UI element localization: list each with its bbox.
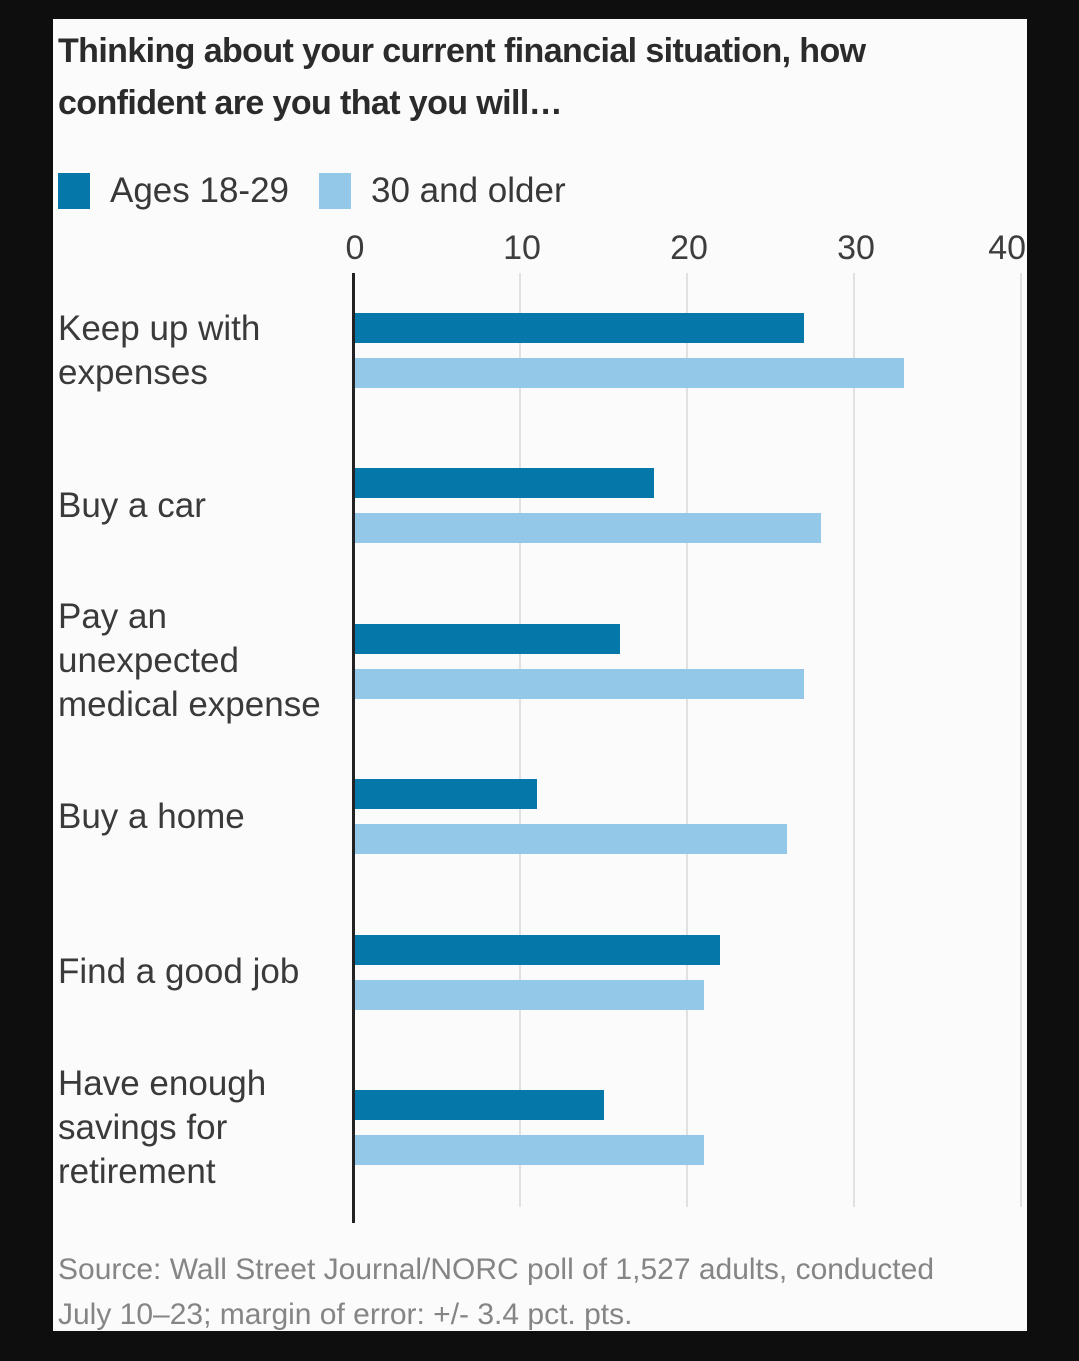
- legend-label-30-and-older: 30 and older: [371, 171, 566, 210]
- bar-ages-18-29: [354, 468, 654, 499]
- legend-item-30-and-older: 30 and older: [319, 171, 566, 211]
- legend-item-ages-18-29: Ages 18-29: [58, 171, 289, 211]
- gridline-x-10: [519, 273, 521, 1207]
- x-axis-tick-label: 0: [345, 229, 365, 267]
- category-label: Find a good job: [58, 952, 300, 992]
- x-axis-tick-label: 10: [503, 229, 541, 267]
- y-axis-line: [351, 273, 355, 1223]
- bar-ages-18-29: [354, 779, 537, 810]
- bar-ages-18-29: [354, 934, 721, 965]
- gridline-x-30: [853, 273, 855, 1207]
- chart-card: Thinking about your current financial si…: [53, 19, 1027, 1331]
- gridline-x-20: [686, 273, 688, 1207]
- bar-ages-18-29: [354, 313, 804, 343]
- legend-label-ages-18-29: Ages 18-29: [110, 171, 290, 210]
- legend-swatch-30-and-older: [319, 173, 352, 209]
- category-label: Keep up with expenses: [58, 308, 261, 392]
- source-note: Source: Wall Street Journal/NORC poll of…: [58, 1253, 935, 1331]
- bar-30-and-older: [354, 668, 804, 699]
- gridline-x-40: [1020, 273, 1022, 1207]
- category-label: Have enough savings for retirement: [58, 1063, 267, 1191]
- x-axis-tick-label: 40: [988, 229, 1027, 267]
- x-axis-tick-label: 20: [670, 229, 708, 267]
- chart-title: Thinking about your current financial si…: [58, 32, 866, 122]
- category-label: Pay an unexpected medical expense: [58, 597, 321, 725]
- bar-ages-18-29: [354, 1090, 604, 1120]
- legend: Ages 18-29 30 and older: [58, 171, 566, 211]
- bar-30-and-older: [354, 513, 821, 544]
- category-label: Buy a home: [58, 796, 245, 836]
- bar-30-and-older: [354, 1135, 704, 1165]
- bar-30-and-older: [354, 979, 704, 1010]
- bar-30-and-older: [354, 824, 788, 855]
- x-axis-tick-label: 30: [837, 229, 875, 267]
- bar-30-and-older: [354, 358, 905, 388]
- bar-chart-plot-area: 0 10 20 30 40 Keep up with expenses Buy a car P…: [53, 19, 1027, 1331]
- bar-ages-18-29: [354, 623, 621, 654]
- legend-swatch-ages-18-29: [58, 173, 90, 209]
- category-label: Buy a car: [58, 485, 206, 525]
